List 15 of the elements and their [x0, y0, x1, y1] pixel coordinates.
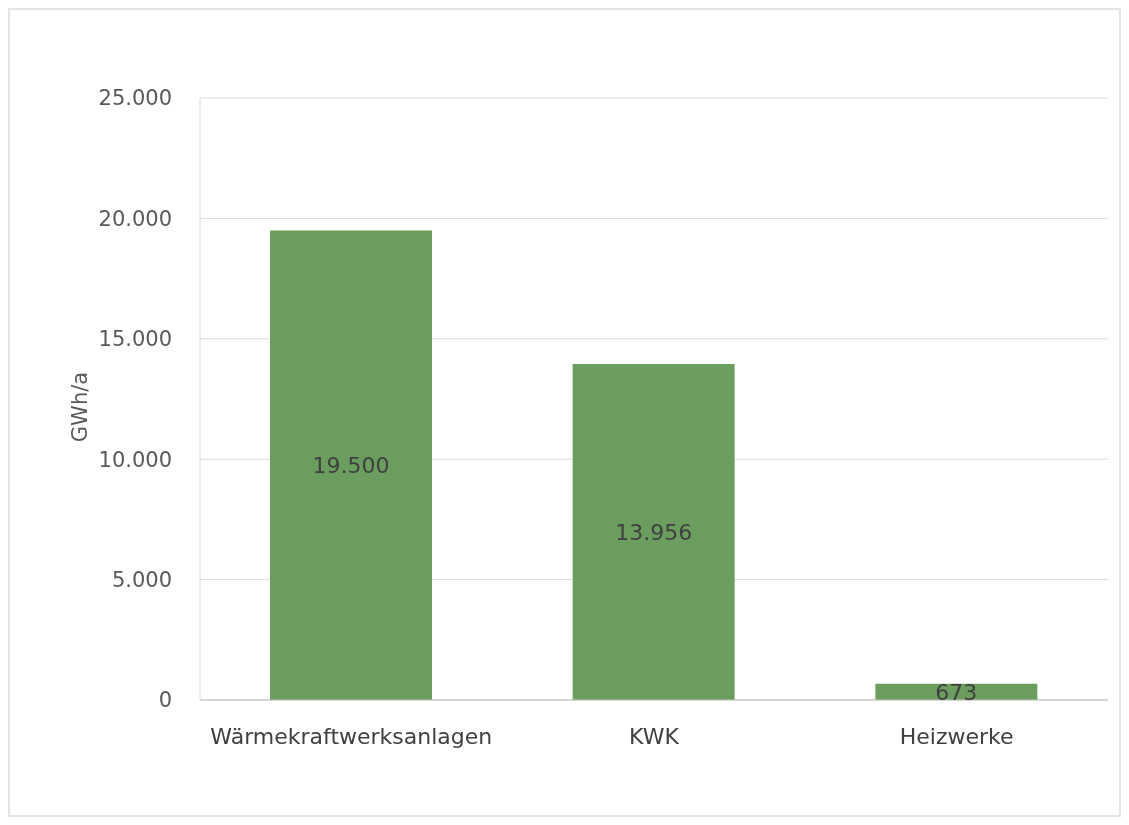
bar — [572, 363, 735, 700]
y-tick-label: 0 — [158, 688, 172, 713]
data-label: 19.500 — [312, 453, 390, 479]
y-axis-title: GWh/a — [68, 370, 92, 445]
y-tick-label: 25.000 — [98, 86, 172, 111]
data-label: 13.956 — [615, 519, 693, 545]
y-tick-label: 15.000 — [98, 327, 172, 352]
bar — [270, 230, 432, 700]
x-tick-label: Heizwerke — [899, 723, 1014, 749]
y-tick-label: 20.000 — [98, 206, 172, 231]
x-tick-label: KWK — [629, 723, 680, 749]
x-tick-label: Wärmekraftwerksanlagen — [210, 723, 493, 749]
data-label: 673 — [935, 679, 978, 705]
y-tick-label: 5.000 — [111, 568, 172, 593]
y-tick-label: 10.000 — [98, 447, 172, 472]
